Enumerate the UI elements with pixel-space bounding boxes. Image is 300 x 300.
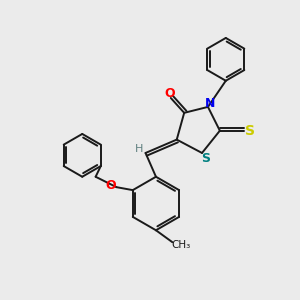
Text: S: S: [245, 124, 255, 138]
Text: S: S: [201, 152, 210, 165]
Text: N: N: [205, 97, 215, 110]
Text: O: O: [164, 87, 175, 100]
Text: H: H: [135, 144, 143, 154]
Text: CH₃: CH₃: [172, 239, 191, 250]
Text: O: O: [106, 179, 116, 192]
